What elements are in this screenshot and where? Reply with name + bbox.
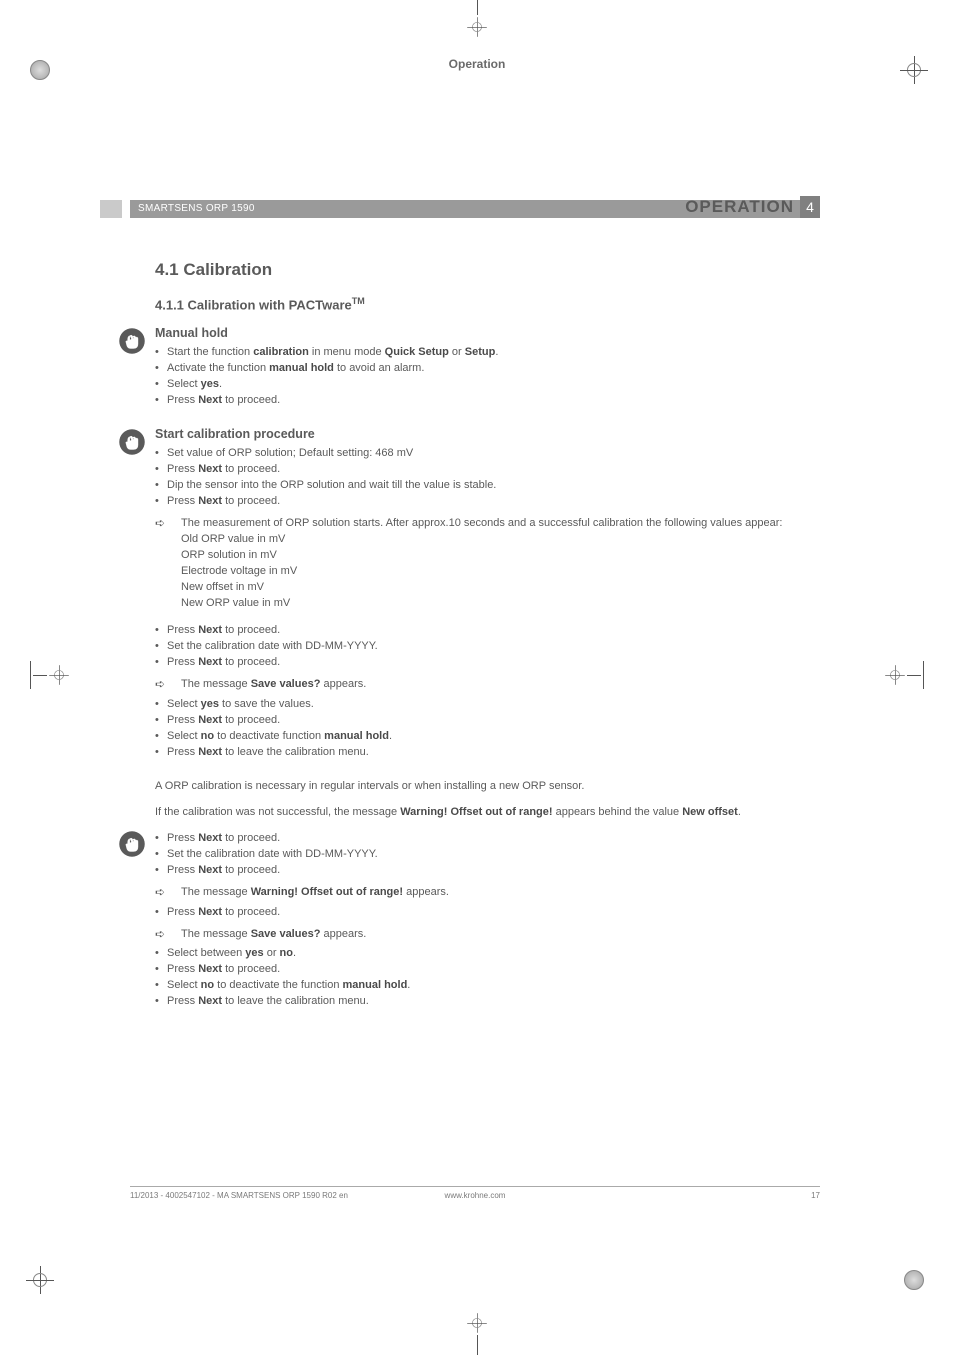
result-arrow: The message Warning! Offset out of range… — [155, 885, 820, 901]
hand-icon — [117, 326, 147, 356]
list-item: Select between yes or no. — [155, 946, 820, 962]
note-paragraph: A ORP calibration is necessary in regula… — [155, 779, 820, 795]
result-arrow: The message Save values? appears. — [155, 677, 820, 693]
section-number: 4 — [800, 196, 820, 218]
heading-1: 4.1 Calibration — [155, 260, 820, 280]
trademark: TM — [352, 296, 365, 306]
list-item: Start the function calibration in menu m… — [155, 345, 820, 361]
crop-mark — [885, 661, 924, 689]
list-item: Press Next to proceed. — [155, 623, 820, 639]
page-footer: 11/2013 - 4002547102 - MA SMARTSENS ORP … — [130, 1186, 820, 1200]
list-item: Dip the sensor into the ORP solution and… — [155, 478, 820, 494]
fail-list-2: Press Next to proceed. — [155, 905, 820, 921]
list-item: Select no to deactivate the function man… — [155, 978, 820, 994]
manual-hold-list: Start the function calibration in menu m… — [155, 345, 820, 409]
page-header: Operation — [0, 50, 954, 78]
bar-stub — [100, 200, 122, 218]
value-line: ORP solution in mV — [155, 548, 820, 564]
value-line: Electrode voltage in mV — [155, 564, 820, 580]
list-item: Press Next to leave the calibration menu… — [155, 745, 820, 761]
list-item: Press Next to proceed. — [155, 905, 820, 921]
crop-mark — [904, 1270, 924, 1290]
value-line: New offset in mV — [155, 580, 820, 596]
crop-mark — [467, 0, 487, 37]
result-arrow: The message Save values? appears. — [155, 927, 820, 943]
heading-2: 4.1.1 Calibration with PACTwareTM — [155, 296, 820, 312]
start-cal-list-3: Select yes to save the values. Press Nex… — [155, 697, 820, 761]
section-title: OPERATION — [685, 196, 794, 218]
list-item: Press Next to proceed. — [155, 655, 820, 671]
list-item: Press Next to proceed. — [155, 962, 820, 978]
list-item: Press Next to leave the calibration menu… — [155, 994, 820, 1010]
failure-block: Press Next to proceed. Set the calibrati… — [155, 831, 820, 1010]
heading-2-text: 4.1.1 Calibration with PACTware — [155, 297, 352, 312]
list-item: Press Next to proceed. — [155, 494, 820, 510]
list-item: Set the calibration date with DD-MM-YYYY… — [155, 847, 820, 863]
crop-mark — [30, 661, 69, 689]
list-item: Activate the function manual hold to avo… — [155, 361, 820, 377]
list-item: Press Next to proceed. — [155, 831, 820, 847]
section-bar: OPERATION 4 — [575, 196, 820, 218]
list-item: Set the calibration date with DD-MM-YYYY… — [155, 639, 820, 655]
value-line: Old ORP value in mV — [155, 532, 820, 548]
list-item: Press Next to proceed. — [155, 713, 820, 729]
list-item: Select yes. — [155, 377, 820, 393]
start-cal-title: Start calibration procedure — [155, 427, 820, 441]
list-item: Set value of ORP solution; Default setti… — [155, 446, 820, 462]
start-cal-list-1: Set value of ORP solution; Default setti… — [155, 446, 820, 510]
start-cal-list-2: Press Next to proceed. Set the calibrati… — [155, 623, 820, 671]
list-item: Press Next to proceed. — [155, 462, 820, 478]
fail-list-3: Select between yes or no. Press Next to … — [155, 946, 820, 1010]
content: 4.1 Calibration 4.1.1 Calibration with P… — [155, 260, 820, 1028]
value-line: New ORP value in mV — [155, 596, 820, 612]
list-item: Select yes to save the values. — [155, 697, 820, 713]
list-item: Press Next to proceed. — [155, 863, 820, 879]
crop-mark — [30, 1270, 50, 1290]
product-name: SMARTSENS ORP 1590 — [138, 200, 255, 218]
list-item: Select no to deactivate function manual … — [155, 729, 820, 745]
hand-icon — [117, 829, 147, 859]
footer-right: 17 — [811, 1191, 820, 1200]
list-item: Press Next to proceed. — [155, 393, 820, 409]
start-calibration-block: Start calibration procedure Set value of… — [155, 427, 820, 761]
hand-icon — [117, 427, 147, 457]
fail-list-1: Press Next to proceed. Set the calibrati… — [155, 831, 820, 879]
manual-hold-block: Manual hold Start the function calibrati… — [155, 326, 820, 409]
footer-center: www.krohne.com — [445, 1191, 506, 1200]
footer-left: 11/2013 - 4002547102 - MA SMARTSENS ORP … — [130, 1191, 348, 1200]
result-arrow: The measurement of ORP solution starts. … — [155, 516, 820, 532]
crop-mark — [467, 1313, 487, 1355]
warning-paragraph: If the calibration was not successful, t… — [155, 805, 820, 821]
manual-hold-title: Manual hold — [155, 326, 820, 340]
